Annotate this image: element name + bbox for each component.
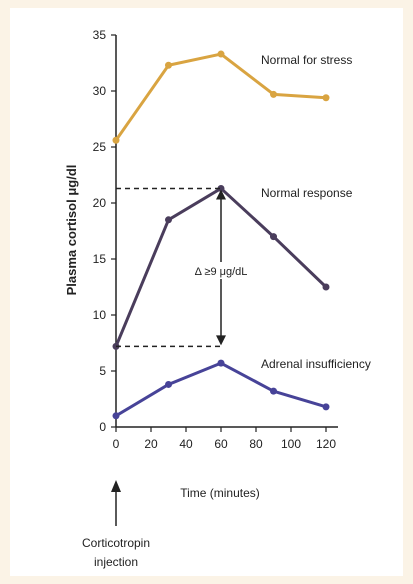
data-point — [322, 403, 330, 411]
data-point — [217, 184, 225, 192]
delta-label-bg — [187, 262, 255, 279]
x-tick-label: 120 — [316, 437, 336, 451]
data-point — [270, 387, 277, 395]
y-tick-label: 5 — [99, 364, 106, 378]
series-line-3 — [115, 361, 327, 418]
y-tick-label: 25 — [93, 140, 107, 154]
y-tick-label: 10 — [93, 308, 107, 322]
injection-label-line1: Corticotropin — [82, 536, 150, 550]
data-point — [270, 233, 277, 241]
y-tick-label: 15 — [93, 252, 107, 266]
x-tick-label: 60 — [214, 437, 228, 451]
data-point — [322, 94, 330, 102]
data-point — [322, 283, 330, 291]
y-axis-label: Plasma cortisol μg/dl — [64, 165, 79, 296]
data-point — [165, 380, 172, 388]
x-tick-label: 80 — [249, 437, 263, 451]
series-label-normal-for-stress: Normal for stress — [261, 53, 352, 67]
y-tick-label: 30 — [93, 84, 107, 98]
injection-label-line2: injection — [94, 555, 138, 569]
delta-arrow-head-up — [216, 189, 226, 200]
y-tick-label: 20 — [93, 196, 107, 210]
x-tick-label: 20 — [144, 437, 158, 451]
data-point — [165, 216, 172, 224]
x-tick-label: 40 — [179, 437, 193, 451]
data-point — [217, 359, 225, 367]
y-tick-label: 0 — [99, 420, 106, 434]
data-point — [112, 136, 120, 144]
series-label-adrenal-insufficiency: Adrenal insufficiency — [261, 357, 371, 371]
series-label-normal-response: Normal response — [261, 186, 353, 200]
data-point — [217, 50, 225, 58]
x-tick-label: 100 — [281, 437, 301, 451]
delta-arrow-head-down — [216, 335, 226, 346]
delta-label: Δ ≥9 μg/dL — [195, 266, 248, 278]
data-point — [112, 412, 120, 420]
x-axis-label: Time (minutes) — [180, 486, 260, 500]
chart-panel — [10, 8, 403, 576]
y-tick-label: 35 — [93, 28, 107, 42]
data-point — [165, 61, 172, 69]
x-tick-label: 0 — [113, 437, 120, 451]
data-point — [270, 90, 277, 98]
injection-arrow-head — [111, 480, 121, 492]
